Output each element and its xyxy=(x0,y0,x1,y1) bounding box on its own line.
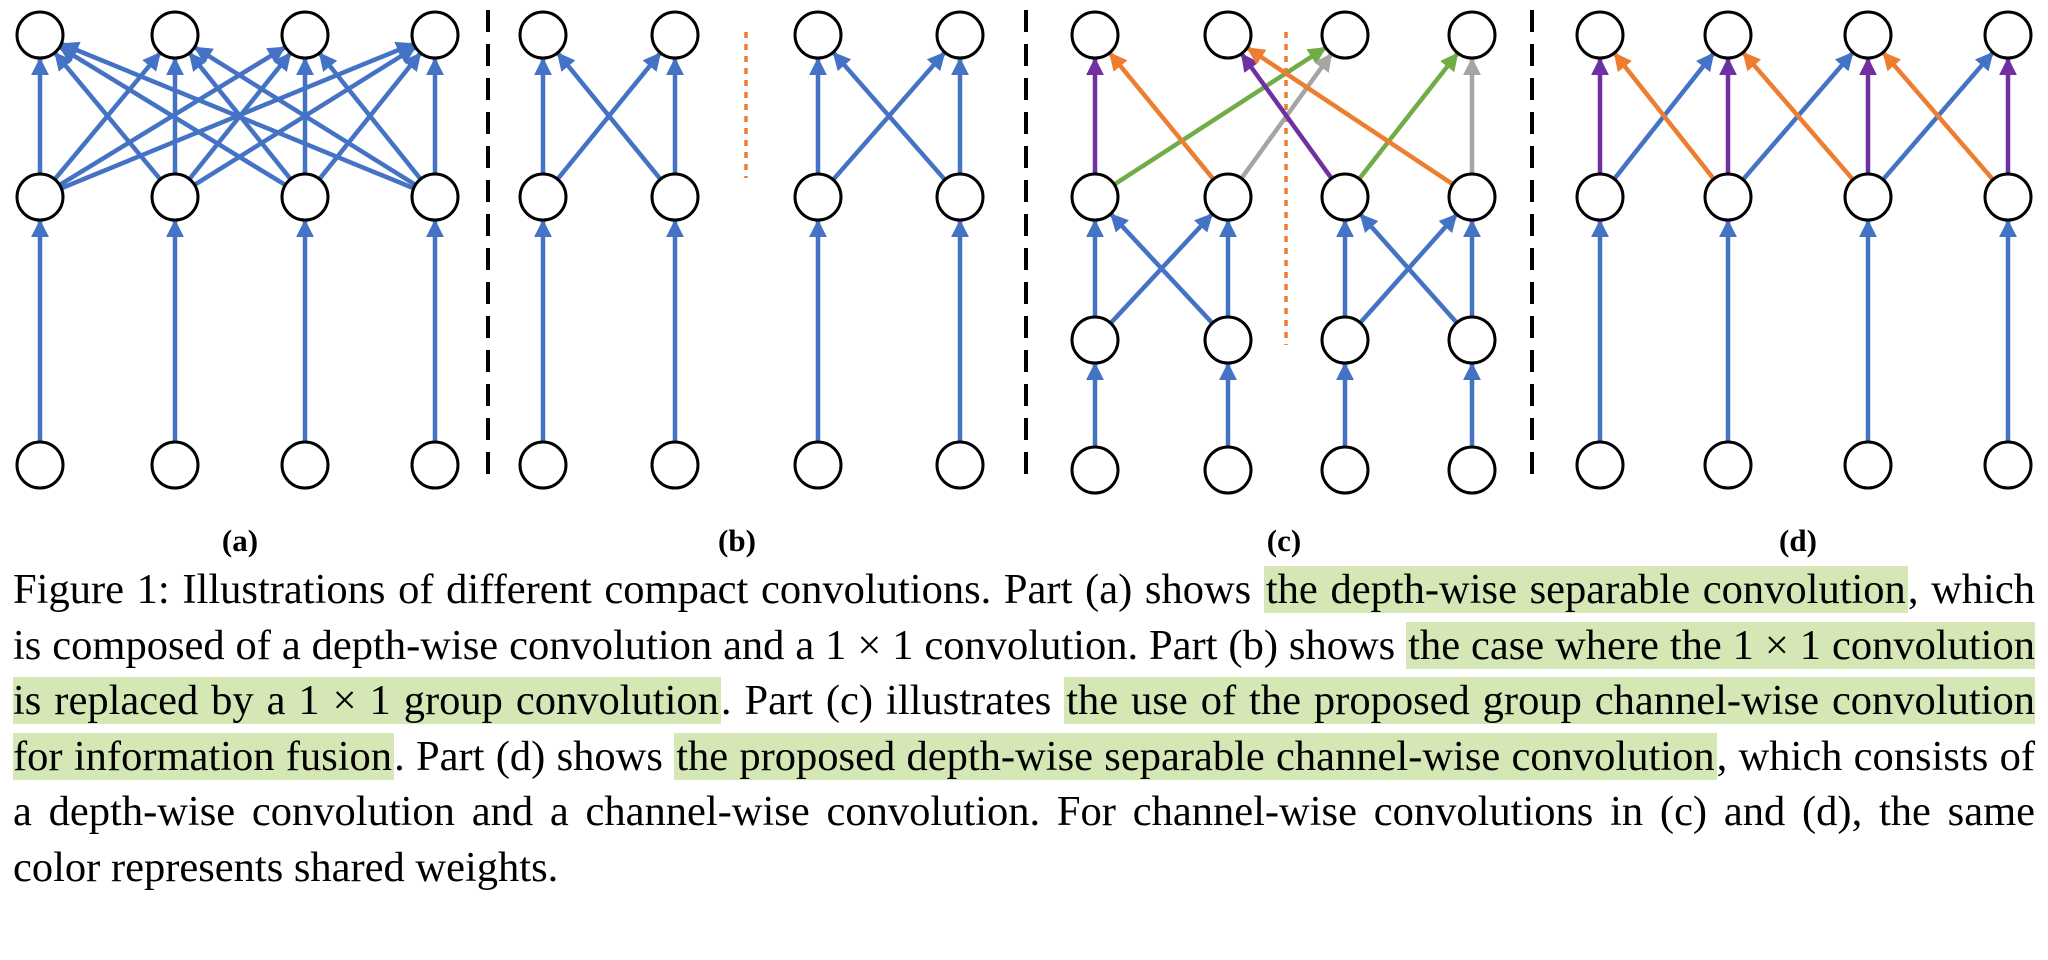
b-node-r0-0 xyxy=(518,10,568,60)
b-node-r0-3 xyxy=(935,10,985,60)
a-pointwise-edge-2-0 xyxy=(58,45,286,187)
c-group-edge-1-3-2 xyxy=(1359,213,1458,324)
b-node-r1-1 xyxy=(650,172,700,222)
c-node-r3-1 xyxy=(1203,445,1253,495)
b-node-r2-1 xyxy=(650,440,700,490)
b-node-r1-2 xyxy=(793,172,843,222)
d-node-r2-3 xyxy=(1983,440,2033,490)
connections xyxy=(31,41,2017,446)
a-node-r0-0 xyxy=(15,10,65,60)
figure-caption: Figure 1: Illustrations of different com… xyxy=(13,562,2035,895)
d-node-r1-0 xyxy=(1575,172,1625,222)
a-node-r2-3 xyxy=(410,440,460,490)
d-channelwise-orange-2 xyxy=(1741,51,1855,181)
d-node-r2-0 xyxy=(1575,440,1625,490)
b-node-r2-2 xyxy=(793,440,843,490)
a-node-r2-1 xyxy=(150,440,200,490)
c-node-r1-2 xyxy=(1320,172,1370,222)
d-node-r2-1 xyxy=(1703,440,1753,490)
caption-text-4: . Part (d) shows xyxy=(394,732,675,780)
b-node-r2-3 xyxy=(935,440,985,490)
c-node-r0-1 xyxy=(1203,10,1253,60)
c-node-r2-3 xyxy=(1447,315,1497,365)
group-separators xyxy=(744,32,1288,345)
c-channelwise-edge-1-0 xyxy=(1108,52,1215,180)
caption-text-1: Illustrations of different compact convo… xyxy=(169,566,1264,613)
c-channelwise-edge-3-1 xyxy=(1246,46,1454,186)
c-channelwise-edge-0-2 xyxy=(1113,46,1327,186)
c-node-r0-0 xyxy=(1070,10,1120,60)
c-channelwise-edge-2-3 xyxy=(1358,52,1459,180)
panel-dividers xyxy=(486,10,1534,485)
d-node-r0-1 xyxy=(1703,10,1753,60)
d-node-r0-3 xyxy=(1983,10,2033,60)
figure-number: Figure 1: xyxy=(13,566,170,613)
c-node-r2-2 xyxy=(1320,315,1370,365)
d-node-r1-2 xyxy=(1843,172,1893,222)
caption-text-5: , which consists of a depth-wise convolu… xyxy=(13,732,2035,891)
a-pointwise-edge-3-1 xyxy=(193,45,416,187)
highlight-depthwise-separable-channel-wise: the proposed depth-wise separable channe… xyxy=(674,732,1717,780)
b-node-r1-0 xyxy=(518,172,568,222)
d-node-r2-2 xyxy=(1843,440,1893,490)
a-node-r2-0 xyxy=(15,440,65,490)
c-node-r0-3 xyxy=(1447,10,1497,60)
a-node-r2-2 xyxy=(280,440,330,490)
caption-text-3: . Part (c) illustrates xyxy=(720,677,1065,724)
c-group-edge-0-1-0 xyxy=(1109,213,1214,324)
d-node-r0-2 xyxy=(1843,10,1893,60)
a-node-r1-0 xyxy=(15,172,65,222)
a-node-r0-2 xyxy=(280,10,330,60)
c-node-r0-2 xyxy=(1320,10,1370,60)
compact-convolutions-figure: (a) (b) (c) (d) xyxy=(15,10,2033,558)
d-channelwise-orange-3 xyxy=(1881,51,1995,181)
a-pointwise-edge-3-0 xyxy=(60,41,414,190)
b-group-edge-1-3-2 xyxy=(832,51,946,181)
highlight-depthwise-separable: the depth-wise separable convolution xyxy=(1263,566,1908,613)
panel-label-b: (b) xyxy=(718,523,756,558)
c-node-r3-2 xyxy=(1320,445,1370,495)
b-node-r1-3 xyxy=(935,172,985,222)
d-node-r1-3 xyxy=(1983,172,2033,222)
d-node-r1-1 xyxy=(1703,172,1753,222)
panel-label-c: (c) xyxy=(1267,523,1301,558)
d-channelwise-orange-1 xyxy=(1613,52,1715,180)
neurons xyxy=(15,10,2033,495)
panel-label-d: (d) xyxy=(1779,523,1817,558)
c-node-r2-1 xyxy=(1203,315,1253,365)
a-pointwise-edge-3-2 xyxy=(318,52,422,180)
b-node-r0-2 xyxy=(793,10,843,60)
c-node-r1-3 xyxy=(1447,172,1497,222)
a-node-r1-2 xyxy=(280,172,330,222)
a-node-r0-1 xyxy=(150,10,200,60)
c-node-r2-0 xyxy=(1070,315,1120,365)
a-pointwise-edge-1-0 xyxy=(53,51,162,181)
panel-labels: (a) (b) (c) (d) xyxy=(222,523,1817,558)
b-group-edge-0-1-0 xyxy=(556,52,662,180)
a-node-r0-3 xyxy=(410,10,460,60)
a-node-r1-3 xyxy=(410,172,460,222)
c-node-r1-1 xyxy=(1203,172,1253,222)
c-node-r3-0 xyxy=(1070,445,1120,495)
a-node-r1-1 xyxy=(150,172,200,222)
c-node-r3-3 xyxy=(1447,445,1497,495)
b-node-r2-0 xyxy=(518,440,568,490)
c-node-r1-0 xyxy=(1070,172,1120,222)
panel-label-a: (a) xyxy=(222,523,258,558)
c-channelwise-edge-2-1 xyxy=(1240,52,1333,179)
caption-text-2: , which is composed of a depth-wise conv… xyxy=(13,566,2035,669)
d-node-r0-0 xyxy=(1575,10,1625,60)
b-node-r0-1 xyxy=(650,10,700,60)
